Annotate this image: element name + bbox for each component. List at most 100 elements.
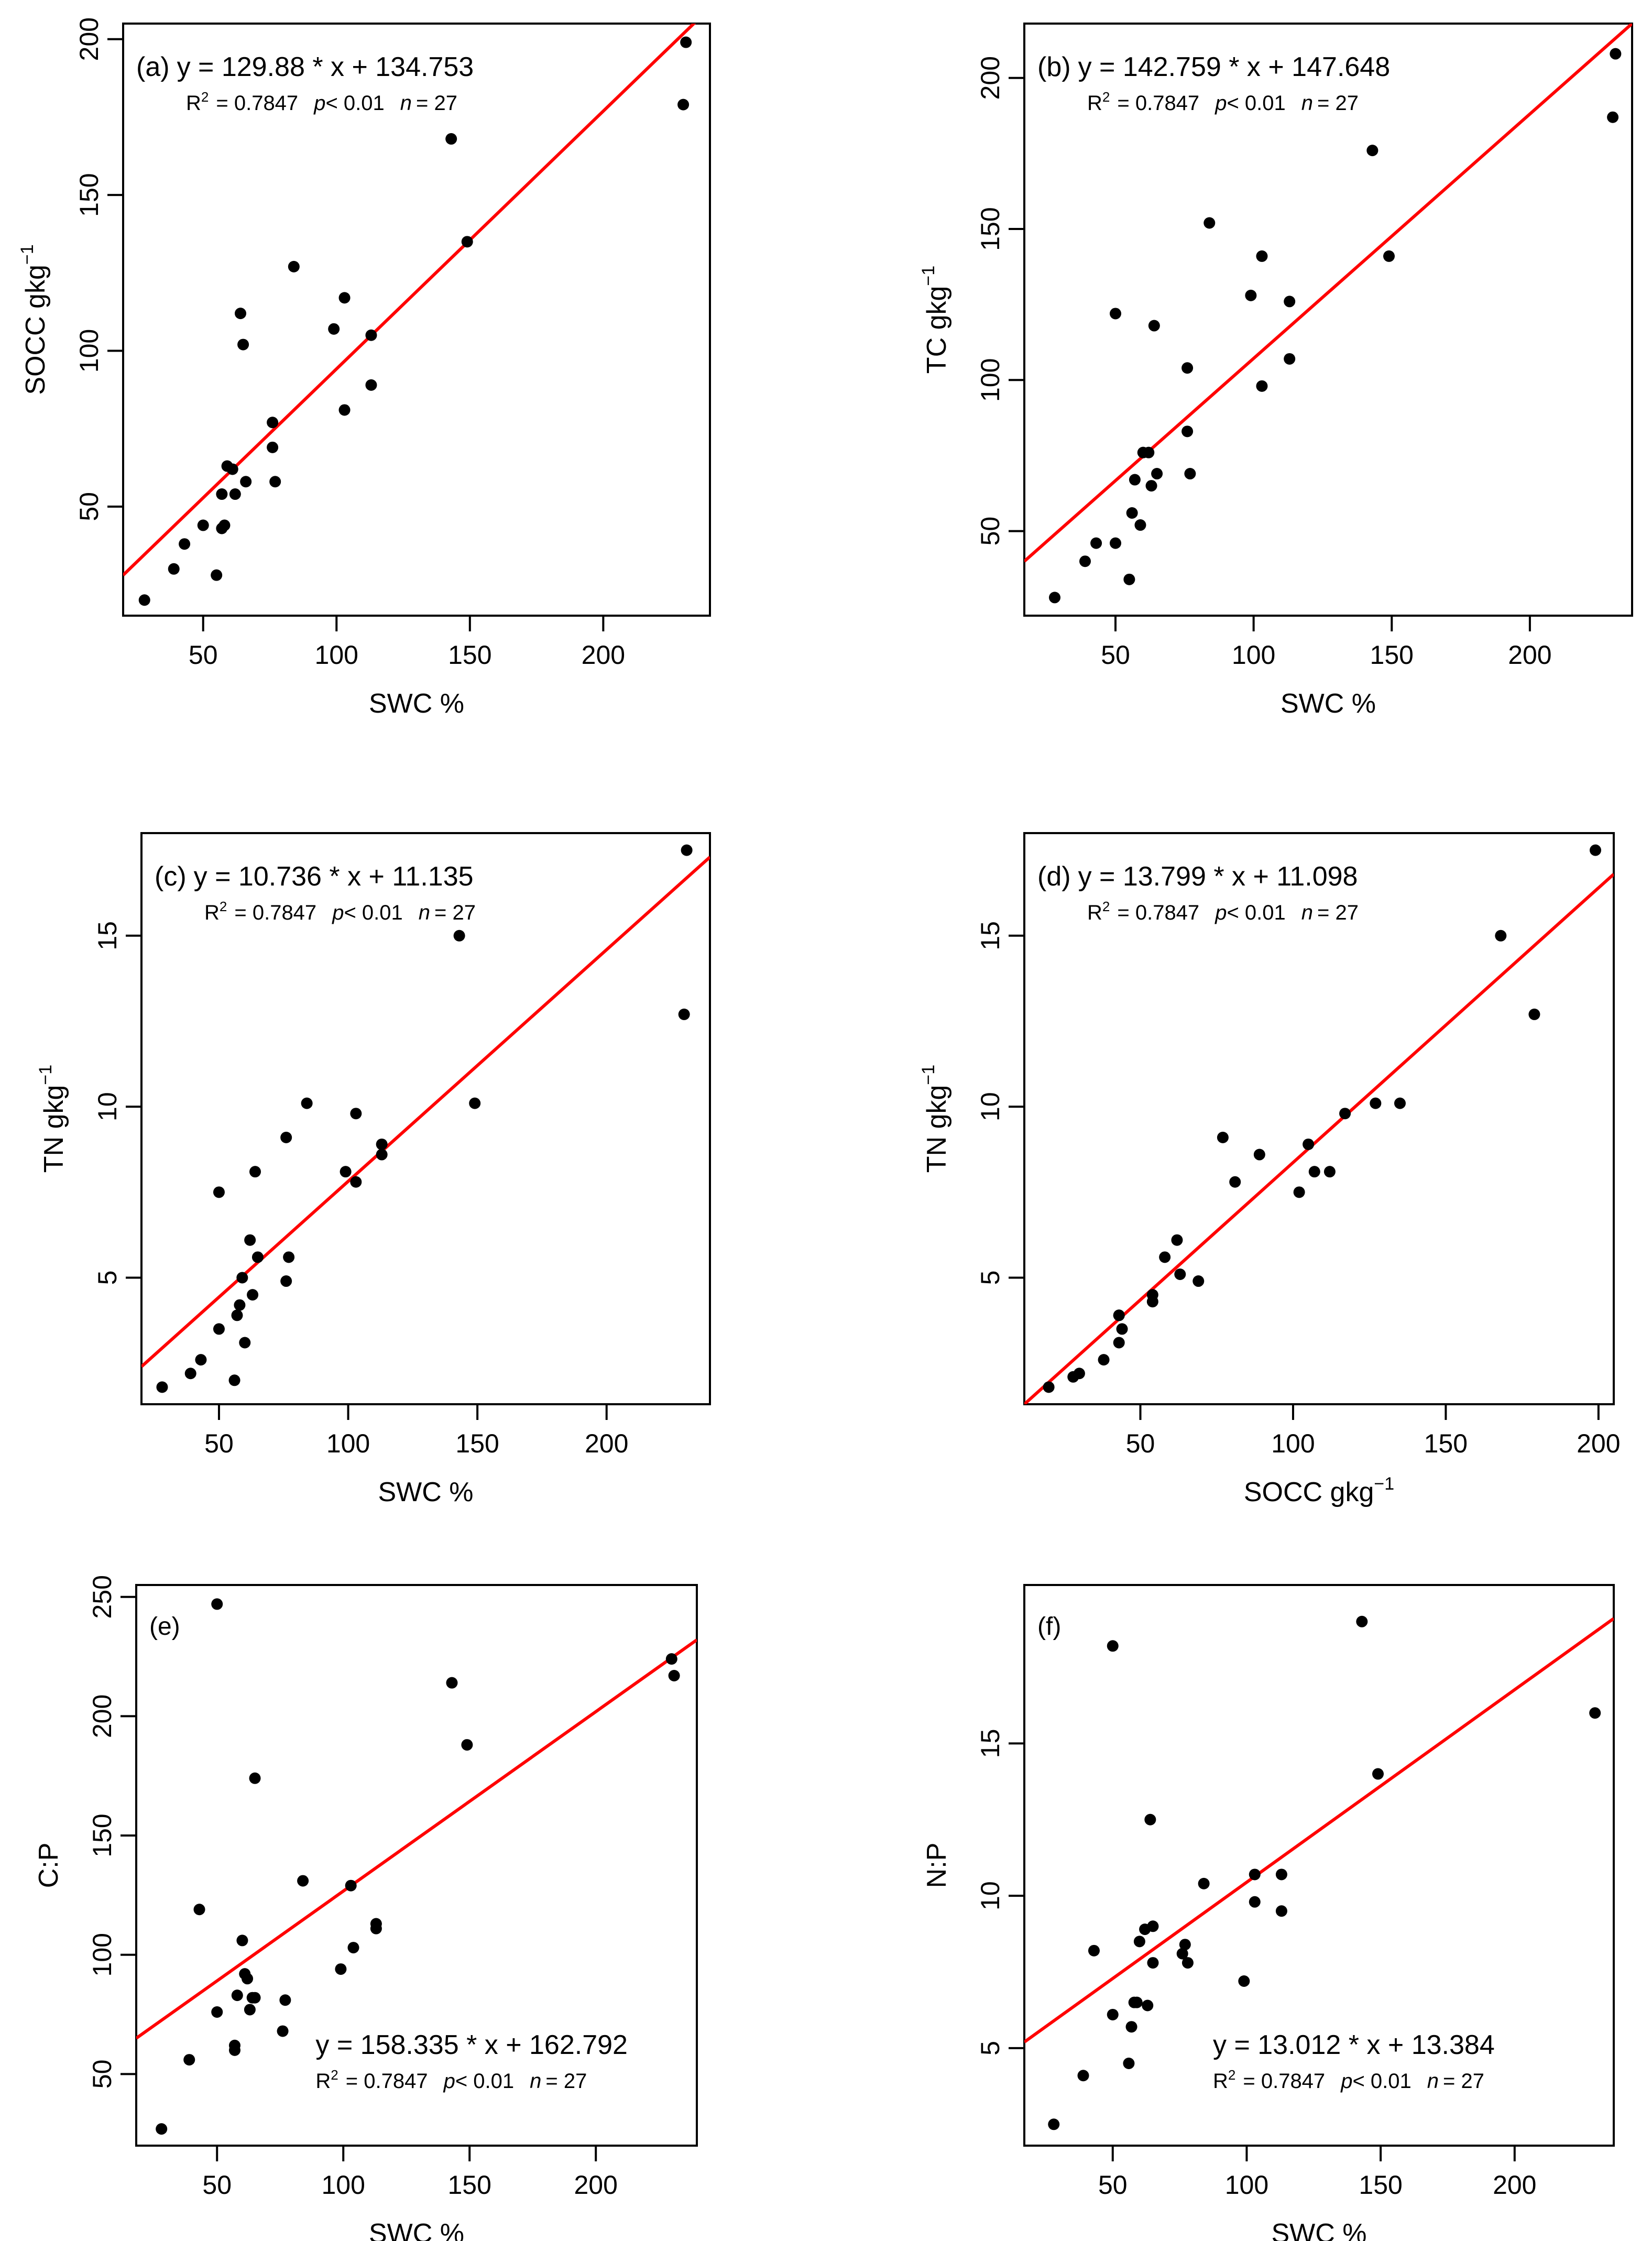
x-tick-label: 150 xyxy=(1370,640,1414,670)
data-point xyxy=(1147,1920,1159,1932)
p-value: < 0.01 xyxy=(1352,2070,1411,2093)
panel-label: (b) xyxy=(1037,52,1071,82)
equation: y = 142.759 * x + 147.648 xyxy=(1078,52,1391,82)
data-point xyxy=(1144,1813,1156,1825)
equation-text: (a) y = 129.88 * x + 134.753 xyxy=(136,52,474,82)
x-tick-label: 150 xyxy=(448,640,491,670)
data-point xyxy=(1134,519,1146,531)
regression-line xyxy=(141,856,710,1368)
y-tick-label: 15 xyxy=(976,921,1005,950)
plot-frame xyxy=(1023,1584,1615,2147)
equation: y = 13.799 * x + 11.098 xyxy=(1078,861,1358,892)
p-value: < 0.01 xyxy=(1227,901,1285,924)
r-squared-value: = 0.7847 xyxy=(1117,901,1199,924)
x-axis-label-text: SOCC gkg xyxy=(1244,1477,1374,1507)
y-tick-label: 100 xyxy=(976,358,1005,402)
data-point xyxy=(249,1992,261,2004)
data-point xyxy=(156,2123,168,2135)
data-point xyxy=(1126,507,1138,519)
data-point xyxy=(237,338,249,351)
x-tick-label: 150 xyxy=(447,2170,491,2200)
data-point xyxy=(1610,48,1622,60)
x-axis-label: SWC % xyxy=(1281,688,1376,719)
y-tick-label: 10 xyxy=(93,1092,122,1121)
y-tick-label: 5 xyxy=(976,1271,1005,1285)
data-point xyxy=(1146,1296,1158,1308)
data-point xyxy=(1253,1149,1265,1161)
n-label: n xyxy=(1427,2070,1439,2093)
n-label: n xyxy=(1301,92,1313,115)
data-point xyxy=(239,1337,251,1349)
data-point xyxy=(1284,353,1296,365)
data-point xyxy=(668,1670,680,1682)
data-point xyxy=(370,1918,382,1930)
y-axis-label: C:P xyxy=(34,1843,64,1888)
data-point xyxy=(1607,111,1619,123)
y-tick-label: 200 xyxy=(976,56,1005,100)
panel-label: (c) xyxy=(155,861,187,892)
panel-label: (d) xyxy=(1037,861,1071,892)
y-axis-label: TN gkg−1 xyxy=(918,1065,952,1173)
data-point xyxy=(1366,145,1379,157)
stats-text: R2 = 0.7847 p< 0.01 n = 27 xyxy=(204,899,476,924)
data-point xyxy=(1107,1640,1119,1652)
y-axis-label-text: TC gkg xyxy=(922,286,952,374)
data-point xyxy=(1174,1268,1186,1280)
p-value: < 0.01 xyxy=(344,901,402,924)
stats-text: R2 = 0.7847 p< 0.01 n = 27 xyxy=(186,89,457,115)
y-axis-label: TN gkg−1 xyxy=(36,1065,69,1173)
r-squared-value: = 0.7847 xyxy=(216,92,298,115)
data-point xyxy=(184,1368,196,1380)
r-squared-exponent: 2 xyxy=(201,89,209,105)
r-squared-label: R xyxy=(204,901,220,924)
data-point xyxy=(338,292,351,304)
panel-label: (a) xyxy=(136,52,170,82)
data-point xyxy=(1394,1097,1406,1109)
data-point xyxy=(197,519,209,531)
r-squared-label: R xyxy=(315,2070,331,2093)
r-squared-exponent: 2 xyxy=(220,899,227,914)
data-point xyxy=(1323,1166,1336,1178)
y-axis-label-exponent: −1 xyxy=(36,1065,56,1085)
n-value: = 27 xyxy=(1317,92,1359,115)
data-point xyxy=(211,1598,223,1610)
data-point xyxy=(1339,1108,1351,1120)
data-point xyxy=(251,1251,264,1263)
data-point xyxy=(183,2054,195,2066)
data-point xyxy=(1131,1996,1143,2008)
data-point xyxy=(213,1186,225,1198)
plot-frame xyxy=(140,832,711,1405)
x-tick-label: 100 xyxy=(326,1429,370,1458)
data-point xyxy=(240,476,252,488)
data-point xyxy=(1073,1368,1085,1380)
r-squared-exponent: 2 xyxy=(1102,89,1110,105)
x-axis-label-text: SWC % xyxy=(369,688,464,719)
x-axis-label-text: SWC % xyxy=(378,1477,474,1507)
data-point xyxy=(1256,250,1268,262)
data-point xyxy=(345,1879,357,1892)
r-squared-exponent: 2 xyxy=(331,2067,338,2083)
data-point xyxy=(213,1323,225,1335)
data-point xyxy=(1113,1309,1125,1321)
n-value: = 27 xyxy=(545,2070,587,2093)
data-point xyxy=(1107,2008,1119,2020)
y-tick-label: 10 xyxy=(976,1881,1005,1910)
equation: y = 13.012 * x + 13.384 xyxy=(1213,2030,1495,2060)
data-point xyxy=(1079,555,1091,567)
y-tick-label: 15 xyxy=(93,921,122,950)
data-point xyxy=(138,594,150,606)
data-point xyxy=(335,1963,347,1975)
regression-line xyxy=(123,24,696,576)
p-label: p xyxy=(1340,2070,1352,2093)
y-tick-label: 150 xyxy=(74,173,104,216)
y-tick-label: 100 xyxy=(74,329,104,373)
panel-f: 50 100 150 200 5 10 15 SWC % N:P (f) y = 13.012 * … xyxy=(922,1584,1615,2241)
r-squared-label: R xyxy=(1087,901,1102,924)
r-squared-label: R xyxy=(1213,2070,1228,2093)
data-point xyxy=(288,260,300,272)
data-point xyxy=(1145,480,1157,492)
panel-c: 50 100 150 200 5 10 15 SWC % TN gkg−1 (c) y = 10.7… xyxy=(36,832,711,1507)
data-point xyxy=(1192,1275,1205,1287)
p-label: p xyxy=(1215,92,1227,115)
data-point xyxy=(247,1289,259,1301)
